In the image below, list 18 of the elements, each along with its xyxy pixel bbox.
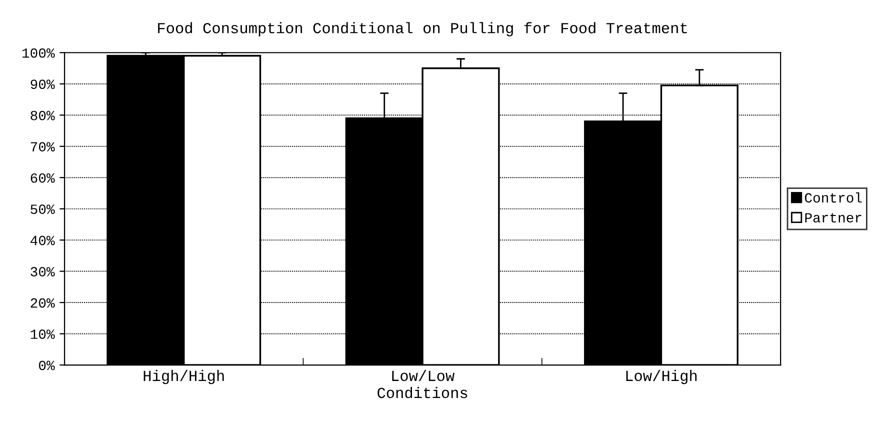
y-tick-label: 30% (30, 267, 55, 276)
x-tick-label: Low/Low (392, 370, 454, 382)
x-tick-label: High/High (144, 370, 224, 384)
y-tick-label: 40% (30, 236, 55, 246)
y-tick-label: 0% (38, 360, 55, 370)
y-tick-label: 100% (22, 48, 55, 58)
legend-label: Partner (805, 213, 862, 222)
y-tick-label: 20% (30, 298, 55, 308)
y-tick-label: 50% (30, 204, 55, 214)
y-tick-label: 60% (30, 173, 55, 183)
y-tick-label: 10% (30, 330, 55, 339)
y-tick-label: 70% (30, 142, 55, 152)
legend-label: Control (804, 192, 862, 203)
y-tick-label: 90% (30, 80, 55, 90)
chart-title: Food Consumption Conditional on Pulling for Food Treatment (158, 22, 687, 36)
y-tick-label: 80% (30, 110, 55, 120)
x-axis-title: Conditions (378, 386, 468, 398)
x-tick-label: Low/High (626, 370, 697, 384)
